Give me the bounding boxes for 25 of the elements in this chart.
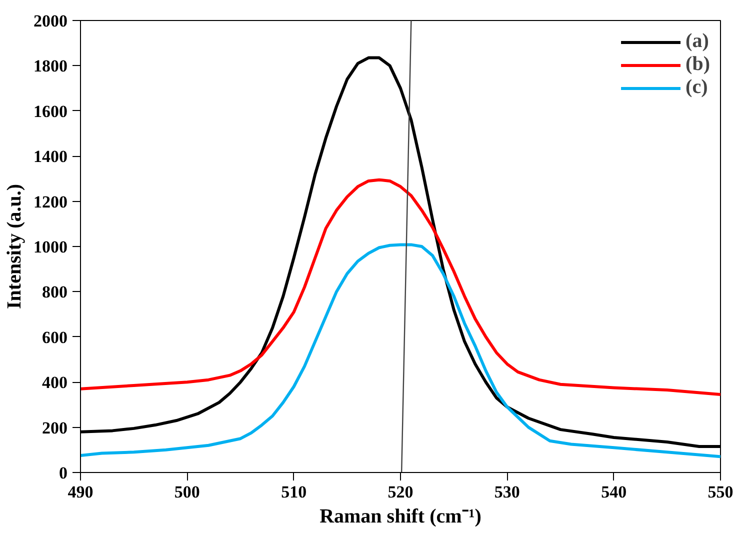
x-tick-label: 530 — [494, 482, 520, 502]
legend-label: (b) — [686, 53, 710, 76]
line-series — [80, 178, 720, 396]
y-tick-label: 1200 — [34, 192, 68, 212]
legend-label: (a) — [686, 30, 709, 53]
y-tick-label: 200 — [42, 418, 68, 438]
x-axis-title: Raman shift (cm⁻¹) — [320, 506, 482, 528]
x-tick-label: 550 — [708, 482, 734, 502]
x-tick-label: 490 — [68, 482, 94, 502]
x-tick-label: 520 — [388, 482, 414, 502]
y-tick-label: 1000 — [34, 238, 68, 256]
y-tick-label: 2000 — [34, 12, 68, 30]
y-tick-label: 1600 — [34, 102, 68, 121]
y-tick-label: 400 — [42, 373, 68, 392]
y-axis-title: Intensity (a.u.) — [4, 184, 26, 310]
y-tick-label: 0 — [59, 464, 68, 482]
y-tick-label: 1800 — [34, 56, 68, 76]
legend-label: (c) — [686, 76, 708, 99]
line-series — [80, 243, 720, 458]
x-tick-label: 540 — [601, 482, 627, 502]
y-tick-label: 1400 — [34, 147, 68, 166]
x-tick-label: 500 — [174, 482, 200, 502]
y-tick-label: 600 — [42, 328, 68, 347]
y-tick-label: 800 — [42, 282, 68, 302]
x-tick-label: 510 — [281, 482, 307, 502]
